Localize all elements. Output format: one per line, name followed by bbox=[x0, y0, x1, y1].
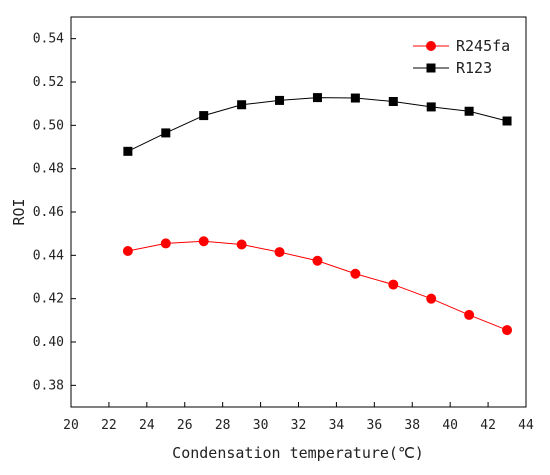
data-point-r123 bbox=[312, 93, 322, 103]
data-point-r123 bbox=[464, 106, 474, 116]
data-point-r245fa bbox=[426, 293, 437, 304]
data-point-r245fa bbox=[236, 239, 247, 250]
x-tick-label: 22 bbox=[101, 418, 117, 433]
x-tick-label: 40 bbox=[442, 418, 458, 433]
y-tick-label: 0.44 bbox=[33, 248, 64, 263]
x-tick-label: 30 bbox=[253, 418, 269, 433]
y-tick-label: 0.38 bbox=[33, 378, 64, 393]
x-tick-label: 34 bbox=[329, 418, 345, 433]
y-tick-label: 0.54 bbox=[33, 32, 64, 47]
data-point-r245fa bbox=[464, 309, 475, 320]
y-tick-label: 0.42 bbox=[33, 292, 64, 307]
series-line-r123 bbox=[127, 97, 508, 152]
x-axis-title: Condensation temperature(℃) bbox=[172, 444, 424, 462]
x-tick-label: 42 bbox=[480, 418, 496, 433]
data-point-r245fa bbox=[312, 255, 323, 266]
x-tick-label: 44 bbox=[518, 418, 534, 433]
data-point-r245fa bbox=[122, 246, 133, 256]
x-tick-label: 26 bbox=[177, 418, 193, 433]
y-axis: 0.38 0.40 0.42 0.44 0.46 0.48 0.50 0.52 0.54 bbox=[33, 32, 76, 393]
y-tick-label: 0.50 bbox=[33, 118, 64, 133]
data-point-r245fa bbox=[502, 325, 513, 336]
x-tick-label: 38 bbox=[404, 418, 420, 433]
data-point-r123 bbox=[426, 102, 436, 112]
legend-label-r123: R123 bbox=[456, 59, 492, 77]
legend-label-r245fa: R245fa bbox=[456, 37, 510, 55]
data-point-r245fa bbox=[198, 236, 209, 247]
x-tick-label: 28 bbox=[215, 418, 231, 433]
data-point-r123 bbox=[237, 100, 247, 110]
legend-marker-r123 bbox=[426, 63, 436, 73]
data-point-r245fa bbox=[350, 268, 361, 279]
legend-marker-r245fa bbox=[426, 41, 436, 51]
x-axis: 20 22 24 26 28 30 32 34 36 38 40 42 44 bbox=[63, 402, 534, 433]
x-tick-label: 36 bbox=[367, 418, 383, 433]
data-point-r123 bbox=[350, 93, 360, 103]
data-point-r123 bbox=[161, 128, 171, 138]
data-point-r123 bbox=[275, 95, 285, 105]
data-point-r123 bbox=[199, 111, 209, 121]
y-tick-label: 0.46 bbox=[33, 205, 64, 220]
y-axis-title: ROI bbox=[10, 198, 28, 225]
data-point-r123 bbox=[388, 97, 398, 106]
legend: R245fa R123 bbox=[413, 37, 510, 77]
data-point-r123 bbox=[123, 146, 133, 156]
data-point-r245fa bbox=[388, 279, 399, 290]
y-tick-label: 0.40 bbox=[33, 335, 64, 350]
y-tick-label: 0.48 bbox=[33, 162, 64, 177]
x-tick-label: 32 bbox=[291, 418, 307, 433]
data-point-r245fa bbox=[274, 247, 285, 258]
data-point-r123 bbox=[502, 116, 512, 126]
x-tick-label: 20 bbox=[63, 418, 79, 433]
x-tick-label: 24 bbox=[139, 418, 155, 433]
y-tick-label: 0.52 bbox=[33, 75, 64, 90]
series-line-r245fa bbox=[127, 240, 508, 331]
data-point-r245fa bbox=[160, 238, 171, 249]
series-layer bbox=[122, 93, 513, 336]
